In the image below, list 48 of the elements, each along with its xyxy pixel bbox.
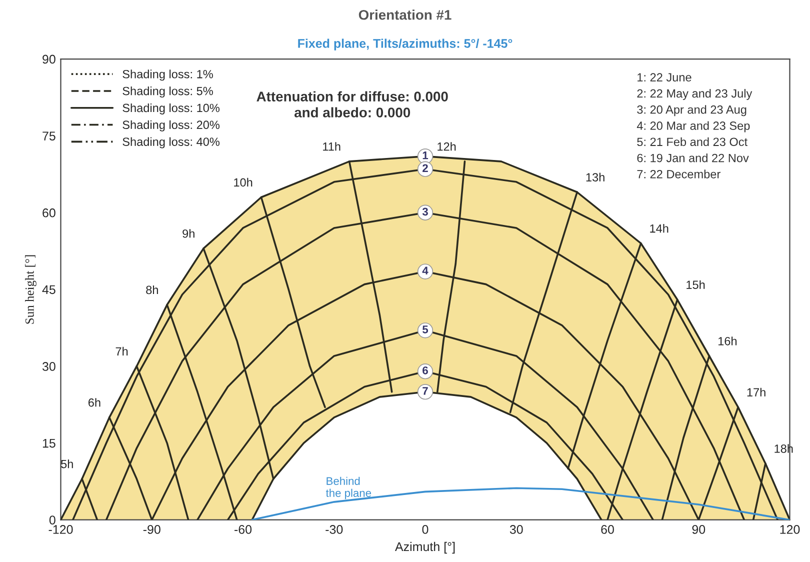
x-tick-label: 90 <box>692 525 706 534</box>
annotation: 9h <box>182 229 194 238</box>
annotation: Attenuation for diffuse: 0.000 and albedo: 0.000 <box>256 91 448 118</box>
y-tick-label: 90 <box>42 54 56 64</box>
annotation: 16h <box>718 336 737 346</box>
series-label: 2 <box>422 164 428 172</box>
annotation: 17h <box>747 388 766 396</box>
annotation: 1: 22 June 2: 22 May and 23 July 3: 20 Apr and 23 Aug 4: 20 Mar and 23 Sep 5: 21 Feb and 23 Oct 6: 19 Jan and 22 Nov 7: 22 December <box>636 73 752 178</box>
x-tick-label: -30 <box>326 525 343 534</box>
y-tick-label: 0 <box>49 516 56 524</box>
annotation: 10h <box>234 178 252 187</box>
chart-title: Orientation #1 <box>358 10 452 20</box>
annotation: 7h <box>116 346 128 356</box>
annotation: 14h <box>650 224 668 233</box>
x-tick-label: -90 <box>143 525 160 534</box>
annotation: 11h <box>323 142 340 151</box>
annotation: 13h <box>586 172 604 182</box>
legend-label: Shading loss: 40% <box>122 137 220 148</box>
series-label: 4 <box>422 266 428 274</box>
series-label: 3 <box>422 208 428 216</box>
y-tick-label: 75 <box>42 132 56 140</box>
series-label: 5 <box>422 326 428 334</box>
annotation: Behind the plane <box>326 476 372 500</box>
x-tick-label: 30 <box>510 525 523 534</box>
annotation: 12h <box>438 142 456 151</box>
annotation: 8h <box>146 285 158 294</box>
series-label: 7 <box>422 387 428 395</box>
series-label: 1 <box>422 152 428 160</box>
annotation: 15h <box>686 280 705 290</box>
annotation: 6h <box>88 398 100 407</box>
x-tick-label: -120 <box>48 525 73 534</box>
chart-subtitle: Fixed plane, Tilts/azimuths: 5°/ -145° <box>298 38 512 50</box>
series-label: 6 <box>422 366 428 374</box>
x-tick-label: 0 <box>422 525 428 534</box>
legend-label: Shading loss: 1% <box>122 70 213 81</box>
y-axis-title: Sun height [°] <box>25 255 36 324</box>
x-tick-label: 120 <box>780 525 800 534</box>
x-tick-label: 60 <box>601 525 614 534</box>
x-tick-label: -60 <box>234 525 252 534</box>
x-axis-title: Azimuth [°] <box>394 542 455 554</box>
y-tick-label: 45 <box>42 285 56 294</box>
y-tick-label: 60 <box>42 208 56 218</box>
y-tick-label: 30 <box>42 362 56 371</box>
legend-label: Shading loss: 20% <box>122 120 220 132</box>
y-tick-label: 15 <box>42 438 56 448</box>
legend-label: Shading loss: 5% <box>122 86 213 98</box>
annotation: 5h <box>61 460 73 468</box>
legend-label: Shading loss: 10% <box>122 103 220 114</box>
